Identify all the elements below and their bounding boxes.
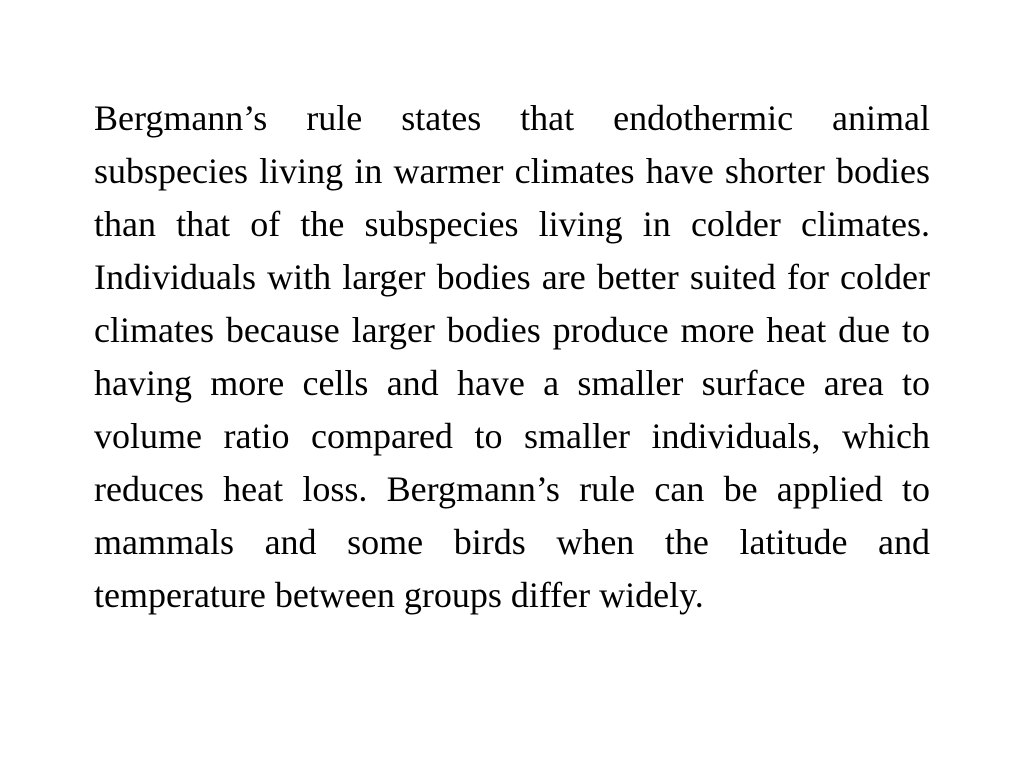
body-paragraph: Bergmann’s rule states that endothermic … (94, 92, 930, 622)
document-page: Bergmann’s rule states that endothermic … (0, 0, 1024, 768)
